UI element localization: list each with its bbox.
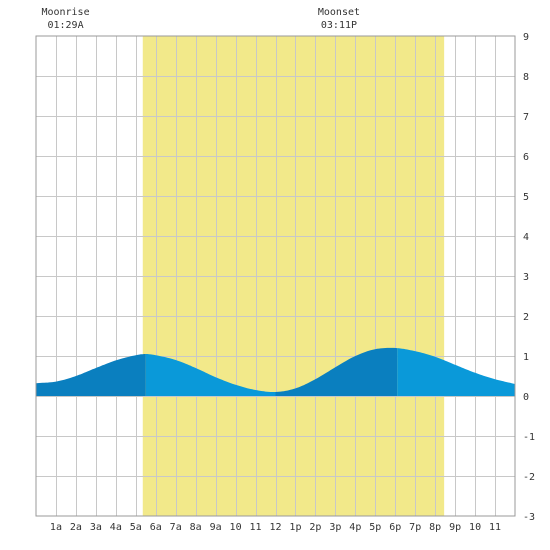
x-tick-label: 7p xyxy=(409,522,421,533)
y-tick-label: 1 xyxy=(523,352,529,363)
y-tick-label: 3 xyxy=(523,272,529,283)
moonset-label: Moonset xyxy=(318,7,360,18)
y-tick-label: 9 xyxy=(523,32,529,43)
x-tick-label: 1p xyxy=(289,522,301,533)
x-tick-label: 8p xyxy=(429,522,441,533)
x-tick-label: 10 xyxy=(469,522,481,533)
tide-area-falling xyxy=(397,348,515,396)
y-tick-label: 0 xyxy=(523,392,529,403)
tide-area-falling xyxy=(145,354,276,396)
x-tick-label: 2p xyxy=(309,522,321,533)
plot-frame xyxy=(35,35,516,517)
x-tick-label: 4a xyxy=(110,522,122,533)
moonrise-time: 01:29A xyxy=(47,20,83,31)
y-tick-label: -1 xyxy=(523,432,535,443)
y-tick-label: -2 xyxy=(523,472,535,483)
x-tick-label: 1a xyxy=(50,522,62,533)
x-tick-label: 5p xyxy=(369,522,381,533)
x-tick-label: 5a xyxy=(130,522,142,533)
moon-events: Moonrise 01:29A Moonset 03:11P xyxy=(41,7,360,31)
y-tick-label: -3 xyxy=(523,512,535,523)
x-tick-label: 11 xyxy=(250,522,262,533)
x-tick-label: 4p xyxy=(349,522,361,533)
moonrise-label: Moonrise xyxy=(41,7,89,18)
x-tick-label: 7a xyxy=(170,522,182,533)
x-axis-ticks: 1a 2a 3a 4a 5a 6a 7a 8a 9a 10 11 12 1p 2p 3p 4p 5p 6p 7p 8p… xyxy=(50,522,501,533)
moonset-time: 03:11P xyxy=(321,20,357,31)
y-tick-label: 4 xyxy=(523,232,529,243)
grid-group xyxy=(36,36,515,516)
x-tick-label: 12 xyxy=(269,522,281,533)
y-tick-label: 6 xyxy=(523,152,529,163)
x-tick-label: 11 xyxy=(489,522,501,533)
x-tick-label: 3a xyxy=(90,522,102,533)
y-tick-label: 8 xyxy=(523,72,529,83)
x-tick-label: 6a xyxy=(150,522,162,533)
tide-area-rising xyxy=(275,347,398,396)
x-tick-label: 9p xyxy=(449,522,461,533)
x-tick-label: 8a xyxy=(190,522,202,533)
x-tick-label: 10 xyxy=(230,522,242,533)
y-tick-label: 2 xyxy=(523,312,529,323)
x-tick-label: 6p xyxy=(389,522,401,533)
x-tick-label: 9a xyxy=(210,522,222,533)
x-tick-label: 2a xyxy=(70,522,82,533)
tide-area-rising xyxy=(36,354,146,396)
tide-area-group xyxy=(36,347,515,396)
y-axis-ticks: -3 -2 -1 0 1 2 3 4 5 6 7 8 9 xyxy=(523,32,535,523)
x-tick-label: 3p xyxy=(329,522,341,533)
y-tick-label: 5 xyxy=(523,192,529,203)
y-tick-label: 7 xyxy=(523,112,529,123)
